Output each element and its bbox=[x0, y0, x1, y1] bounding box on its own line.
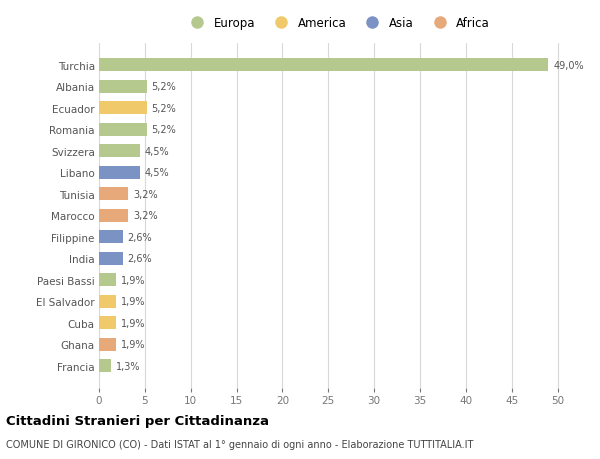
Text: 5,2%: 5,2% bbox=[151, 125, 176, 135]
Bar bbox=[99, 188, 128, 201]
Bar bbox=[99, 81, 146, 94]
Bar bbox=[99, 252, 123, 265]
Bar bbox=[99, 59, 548, 72]
Text: COMUNE DI GIRONICO (CO) - Dati ISTAT al 1° gennaio di ogni anno - Elaborazione T: COMUNE DI GIRONICO (CO) - Dati ISTAT al … bbox=[6, 440, 473, 449]
Text: 4,5%: 4,5% bbox=[145, 146, 169, 157]
Bar bbox=[99, 231, 123, 244]
Text: 49,0%: 49,0% bbox=[553, 61, 584, 71]
Text: 5,2%: 5,2% bbox=[151, 104, 176, 113]
Text: 1,9%: 1,9% bbox=[121, 297, 146, 307]
Bar bbox=[99, 295, 116, 308]
Text: 3,2%: 3,2% bbox=[133, 211, 158, 221]
Bar bbox=[99, 209, 128, 222]
Text: Cittadini Stranieri per Cittadinanza: Cittadini Stranieri per Cittadinanza bbox=[6, 414, 269, 428]
Text: 3,2%: 3,2% bbox=[133, 189, 158, 199]
Bar bbox=[99, 145, 140, 158]
Bar bbox=[99, 359, 111, 372]
Legend: Europa, America, Asia, Africa: Europa, America, Asia, Africa bbox=[183, 15, 492, 33]
Text: 1,9%: 1,9% bbox=[121, 339, 146, 349]
Text: 5,2%: 5,2% bbox=[151, 82, 176, 92]
Text: 1,9%: 1,9% bbox=[121, 318, 146, 328]
Bar bbox=[99, 167, 140, 179]
Text: 4,5%: 4,5% bbox=[145, 168, 169, 178]
Text: 1,3%: 1,3% bbox=[116, 361, 140, 371]
Bar bbox=[99, 102, 146, 115]
Text: 1,9%: 1,9% bbox=[121, 275, 146, 285]
Text: 2,6%: 2,6% bbox=[127, 232, 152, 242]
Text: 2,6%: 2,6% bbox=[127, 254, 152, 263]
Bar bbox=[99, 274, 116, 286]
Bar bbox=[99, 316, 116, 330]
Bar bbox=[99, 338, 116, 351]
Bar bbox=[99, 123, 146, 136]
